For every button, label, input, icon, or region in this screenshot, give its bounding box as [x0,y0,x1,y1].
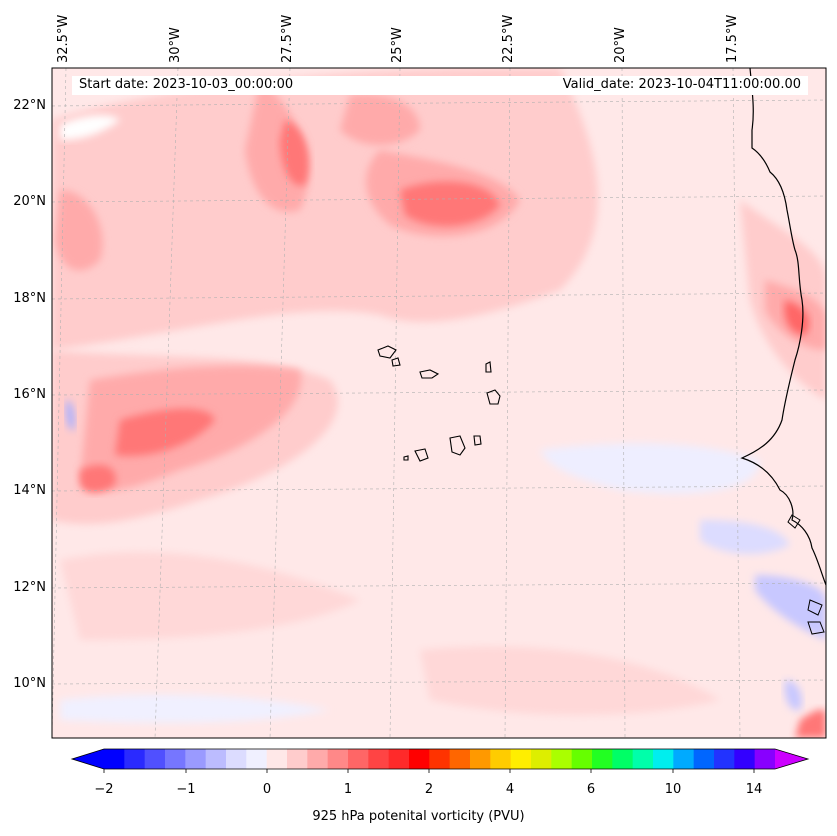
colorbar-segment [327,749,349,769]
pv-contour-level-2 [55,190,103,271]
colorbar-tick-label: 1 [343,782,353,797]
pv-contour-level-1 [60,552,360,640]
pv-contour-level-3 [795,709,826,738]
colorbar-extend-min [72,749,104,769]
colorbar-segment [185,749,207,769]
lon-label: 25°W [390,27,405,63]
colorbar-segment [165,749,186,769]
map-frame [51,67,827,739]
colorbar-segment [531,749,552,769]
colorbar-segment [551,749,573,769]
colorbar [70,748,810,773]
lon-label: 30°W [168,27,183,63]
gridlines [52,68,826,738]
colorbar-segment [470,749,491,769]
colorbar-segment [693,749,715,769]
cabo-verde-islands [377,345,501,462]
colorbar-segment [409,749,430,769]
colorbar-segment [226,749,247,769]
colorbar-segment [124,749,146,769]
colorbar-segment [571,749,593,769]
start-date-label: Start date: 2023-10-03_00:00:00 [79,77,294,92]
colorbar-segment [368,749,390,769]
colorbar-tick-label: 6 [586,782,596,797]
pv-contour-level-2 [340,94,420,145]
colorbar-segment [592,749,613,769]
colorbar-tick-label: 4 [505,782,515,797]
colorbar-tick-label: −2 [94,782,114,797]
date-info-bar: Start date: 2023-10-03_00:00:00 Valid_da… [72,76,808,95]
colorbar-segment [754,749,776,769]
colorbar-segment [388,749,410,769]
colorbar-segment [490,749,512,769]
pv-contour-level-1 [52,68,598,350]
colorbar-segment [205,749,227,769]
pv-contour-level-3 [115,408,215,456]
colorbar-segment [653,749,674,769]
pv-negative-patch [60,115,120,140]
valid-date-label: Valid_date: 2023-10-04T11:00:00.00 [562,77,801,92]
lat-label: 22°N [13,98,46,113]
lon-label: 22.5°W [501,14,516,63]
colorbar-segment [348,749,369,769]
colorbar-segment [632,749,654,769]
colorbar-segment [104,749,125,769]
colorbar-segment [449,749,471,769]
colorbar-title: 925 hPa potenital vorticity (PVU) [312,809,525,824]
pv-contour-level-3 [400,181,500,227]
colorbar-segment [734,749,756,769]
colorbar-segment [714,749,735,769]
colorbar-segment [144,749,166,769]
lat-label: 20°N [13,194,46,209]
lon-label: 20°W [613,27,628,63]
colorbar-segment [673,749,695,769]
colorbar-extend-max [775,749,808,769]
lat-label: 18°N [13,291,46,306]
lon-label: 32.5°W [56,14,71,63]
colorbar-tick-label: 10 [664,782,682,797]
pv-negative-patch [700,520,790,555]
pv-negative-patch [65,400,75,431]
coastline-island [807,599,823,616]
pv-negative-patch [60,694,330,723]
colorbar-segment [287,749,308,769]
africa-coastline [740,68,826,586]
colorbar-segment [510,749,532,769]
colorbar-tick-label: 14 [745,782,763,797]
colorbar-tick-label: 0 [262,782,272,797]
pv-contour-level-3 [280,120,309,186]
colorbar-segment [307,749,329,769]
pv-negative-patch [540,443,760,494]
lat-label: 14°N [13,483,46,498]
coastline-island [787,514,801,529]
lon-label: 17.5°W [725,14,740,63]
colorbar-tick-label: −1 [176,782,196,797]
lon-label: 27.5°W [280,14,295,63]
pv-field [52,68,826,738]
lat-label: 12°N [13,580,46,595]
colorbar-tick-label: 2 [424,782,434,797]
colorbar-segment [266,749,288,769]
colorbar-segment [246,749,268,769]
pv-negative-patch [784,680,802,711]
pv-contour-level-1 [420,646,720,715]
colorbar-segment [429,749,451,769]
lat-label: 16°N [13,387,46,402]
lat-label: 10°N [13,676,46,691]
pv-contour-level-3 [80,465,116,493]
coastline-island [807,621,825,635]
colorbar-segment [612,749,634,769]
